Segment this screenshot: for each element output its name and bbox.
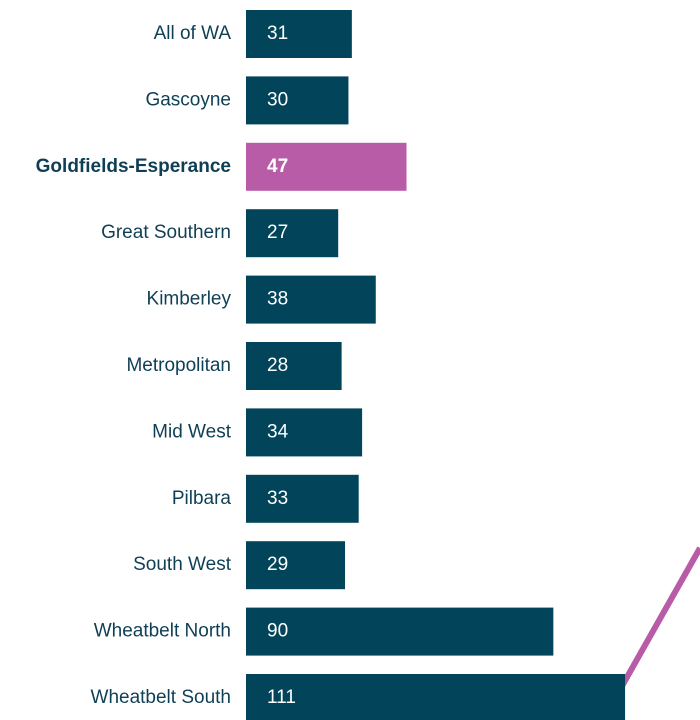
- value-label-wheatbelt-south: 111: [267, 687, 296, 708]
- value-label-south-west: 29: [267, 554, 288, 575]
- value-label-all-of-wa: 31: [267, 23, 288, 44]
- value-label-wheatbelt-north: 90: [267, 621, 288, 642]
- category-label-goldfields-esperance: Goldfields-Esperance: [36, 156, 231, 177]
- category-label-all-of-wa: All of WA: [154, 23, 232, 44]
- bar-metropolitan: [246, 342, 342, 390]
- value-label-kimberley: 38: [267, 289, 288, 310]
- value-labels-group: 31 30 47 27 38 28 34 33 29 90 111: [267, 23, 296, 708]
- category-label-wheatbelt-south: Wheatbelt South: [91, 687, 231, 708]
- category-label-metropolitan: Metropolitan: [126, 355, 231, 376]
- bar-pilbara: [246, 474, 359, 523]
- category-labels-group: All of WA Gascoyne Goldfields-Esperance Gre…: [36, 23, 232, 708]
- category-label-great-southern: Great Southern: [101, 222, 231, 243]
- bar-wheatbelt-south: [246, 674, 626, 720]
- category-label-wheatbelt-north: Wheatbelt North: [94, 621, 231, 642]
- decorations: [619, 546, 700, 688]
- value-label-gascoyne: 30: [267, 89, 288, 110]
- bars-group: [246, 10, 626, 720]
- bar-south-west: [246, 541, 346, 590]
- bar-kimberley: [246, 275, 376, 324]
- bar-goldfields-esperance: [246, 142, 407, 191]
- bar-all-of-wa: [246, 10, 352, 58]
- value-label-mid-west: 34: [267, 421, 289, 442]
- bar-wheatbelt-north: [246, 607, 554, 656]
- value-label-goldfields-esperance: 47: [267, 156, 288, 177]
- category-label-gascoyne: Gascoyne: [145, 89, 231, 110]
- category-label-pilbara: Pilbara: [172, 488, 232, 509]
- category-label-south-west: South West: [133, 554, 232, 575]
- value-label-great-southern: 27: [267, 222, 288, 243]
- value-label-metropolitan: 28: [267, 355, 288, 376]
- bar-gascoyne: [246, 76, 349, 125]
- connector-line: [619, 546, 700, 688]
- category-label-mid-west: Mid West: [152, 421, 232, 442]
- category-label-kimberley: Kimberley: [147, 289, 232, 310]
- bar-mid-west: [246, 408, 363, 457]
- value-label-pilbara: 33: [267, 488, 288, 509]
- bar-great-southern: [246, 209, 339, 258]
